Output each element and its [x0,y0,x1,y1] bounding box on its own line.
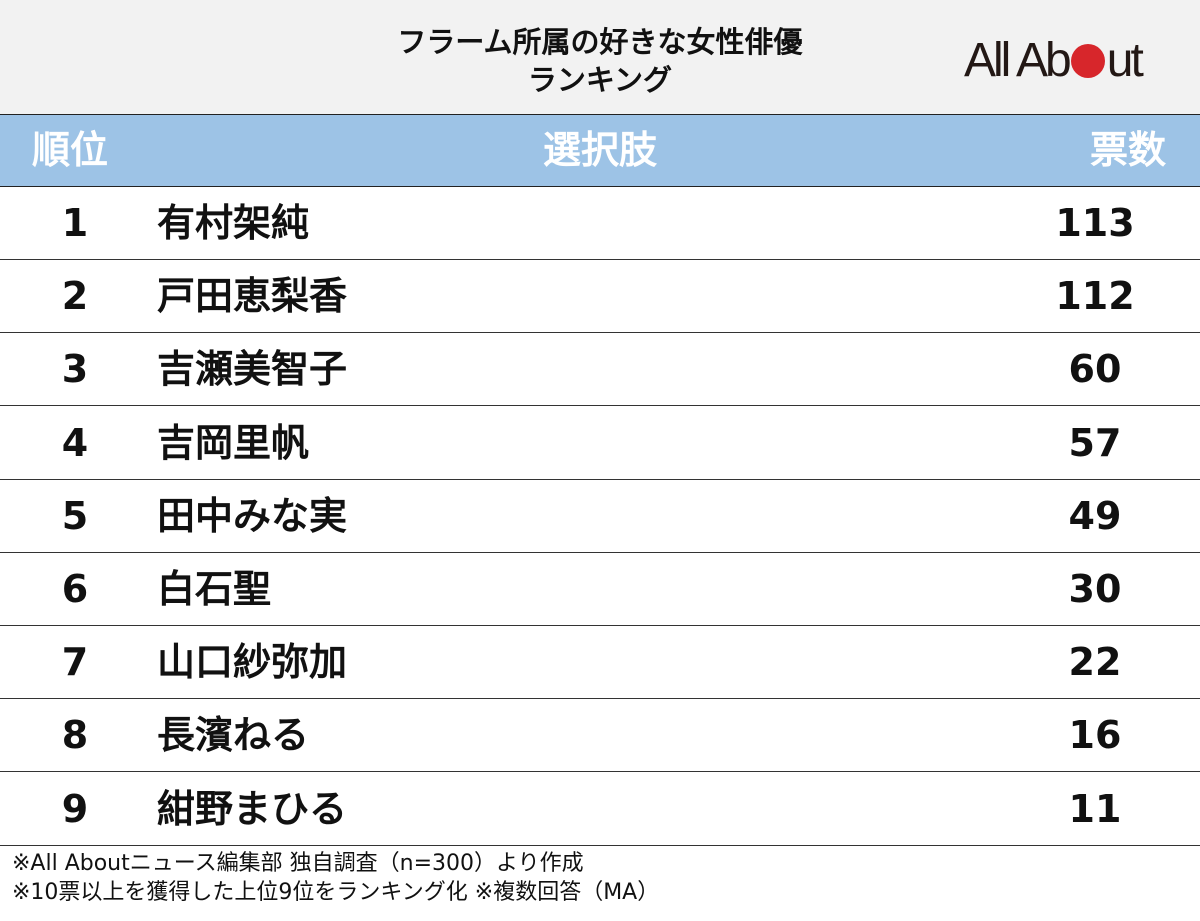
logo-text-left: All Ab [964,34,1072,87]
header-choice: 選択肢 [542,128,657,172]
rank-cell: 4 [61,420,89,465]
header-votes: 票数 [1089,128,1166,172]
votes-cell: 22 [1068,640,1122,685]
logo-text-right: ut [1106,34,1144,87]
logo-red-dot-icon [1070,44,1105,78]
table-row: 8 長濱ねる 16 [0,699,1200,773]
votes-cell: 113 [1055,201,1135,245]
table-row: 4 吉岡里帆 57 [0,407,1200,480]
table-row: 5 田中みな実 49 [0,480,1200,553]
rank-cell: 1 [61,201,89,245]
footnote-method: ※10票以上を獲得した上位9位をランキング化 ※複数回答（MA） [12,880,660,905]
name-cell: 山口紗弥加 [157,640,348,685]
header-rank: 順位 [32,128,109,172]
table-row: 6 白石聖 30 [0,553,1200,626]
name-cell: 長濱ねる [157,713,310,758]
rank-cell: 9 [61,786,89,831]
rank-cell: 7 [61,640,89,685]
votes-cell: 30 [1068,567,1122,611]
table-header: 選択肢 順位 票数 [0,115,1200,187]
title-line-1: フラーム所属の好きな女性俳優 [397,25,803,59]
table-row: 7 山口紗弥加 22 [0,626,1200,700]
name-cell: 吉瀬美智子 [157,347,348,392]
rank-cell: 8 [61,713,89,758]
rank-cell: 3 [61,347,89,392]
title-line-2: ランキング [527,63,673,97]
table-row: 2 戸田恵梨香 112 [0,260,1200,334]
rank-cell: 2 [61,274,89,319]
footnote-source: ※All Aboutニュース編集部 独自調査（n=300）より作成 [12,851,584,876]
allabout-logo: All Ab ut [964,34,1144,87]
votes-cell: 57 [1068,420,1122,465]
name-cell: 紺野まひる [157,786,348,831]
name-cell: 田中みな実 [157,493,348,538]
name-cell: 白石聖 [157,567,272,611]
table-row: 1 有村架純 113 [0,187,1200,260]
title-bar: フラーム所属の好きな女性俳優 ランキング All Ab ut [0,0,1200,115]
votes-cell: 16 [1068,713,1122,758]
votes-cell: 49 [1068,493,1122,538]
rank-cell: 6 [61,567,89,611]
votes-cell: 112 [1055,274,1135,319]
table-row: 9 紺野まひる 11 [0,773,1200,846]
votes-cell: 11 [1068,786,1122,831]
name-cell: 有村架純 [157,201,310,245]
name-cell: 戸田恵梨香 [157,274,348,319]
table-row: 3 吉瀬美智子 60 [0,333,1200,407]
rank-cell: 5 [61,493,89,538]
votes-cell: 60 [1068,347,1122,392]
name-cell: 吉岡里帆 [157,420,310,465]
